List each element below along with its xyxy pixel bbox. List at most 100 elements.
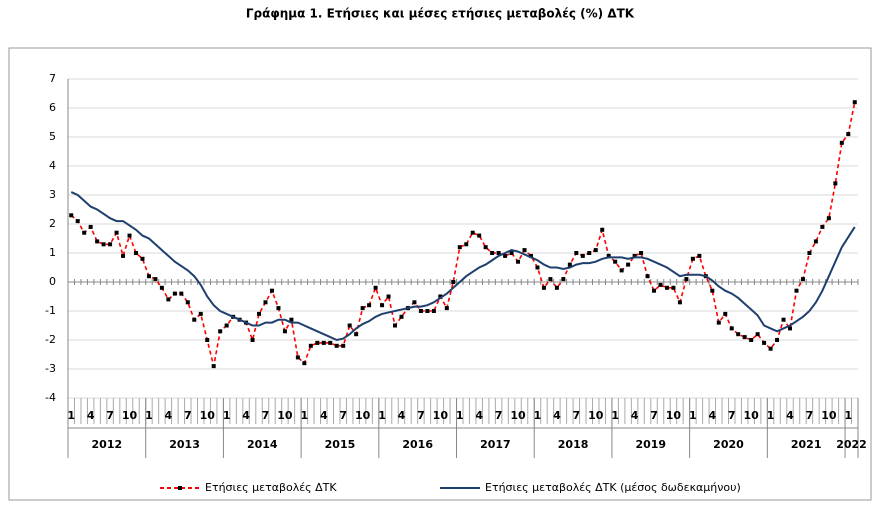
series-marker [218,329,223,334]
series-marker [645,274,650,279]
series-marker [146,274,151,279]
legend-marker [178,486,182,490]
x-tick-label: 1 [223,409,231,422]
series-marker [127,233,132,238]
series-marker [690,256,695,261]
x-tick-label: 10 [200,409,216,422]
series-marker [302,361,307,366]
x-tick-label: 1 [145,409,153,422]
series-marker [684,277,689,282]
series-marker [425,309,430,313]
y-tick-label: 7 [49,72,56,85]
series-marker [399,314,404,319]
x-tick-label: 4 [475,409,483,422]
series-marker [800,277,805,282]
series-marker [282,329,287,334]
year-label: 2015 [325,438,356,451]
series-marker [593,248,598,253]
series-marker [664,285,669,290]
series-marker [775,338,780,342]
series-marker [108,242,113,247]
series-marker [820,224,825,229]
series-marker [619,268,624,273]
series-marker [729,326,734,331]
year-label: 2014 [247,438,278,451]
series-marker [185,300,190,305]
x-tick-label: 4 [708,409,716,422]
chart-frame [8,47,872,501]
x-tick-label: 1 [767,409,775,422]
series-marker [710,288,715,293]
series-marker [263,300,268,305]
series-marker [172,291,177,296]
x-tick-label: 7 [728,409,736,422]
x-tick-label: 7 [262,409,270,422]
series-marker [334,343,339,348]
series-marker [606,253,611,258]
series-marker [373,285,378,290]
series-marker [762,340,767,345]
y-tick-label: 1 [49,246,56,259]
series-marker [95,239,100,244]
series-marker [69,213,74,218]
series-marker [438,294,443,299]
x-tick-label: 7 [806,409,814,422]
series-marker [308,343,313,348]
y-tick-label: 4 [49,159,56,172]
series-marker [541,285,546,290]
series-marker [205,338,210,342]
y-tick-label: 3 [49,188,56,201]
year-label: 2013 [169,438,200,451]
series-marker [846,132,851,137]
series-marker [295,355,300,360]
series-marker [451,280,456,284]
series-marker [477,233,482,238]
series-marker [658,282,663,287]
series-marker [852,100,857,105]
series-line [70,191,856,342]
x-tick-label: 7 [495,409,503,422]
series-marker [75,219,80,224]
series-marker [671,285,676,290]
series-marker [166,297,171,302]
y-tick-label: -2 [45,333,56,346]
series-marker [211,364,216,369]
year-label: 2020 [713,438,744,451]
series-marker [386,294,391,299]
series-marker [101,242,106,247]
series-marker [768,346,773,351]
series-marker [788,326,793,331]
series-marker [140,256,145,261]
series-marker [626,262,631,267]
y-tick-label: 2 [49,217,56,230]
series-marker [516,259,521,264]
x-tick-label: 1 [456,409,464,422]
series-marker [723,311,728,316]
series-marker [755,332,760,337]
x-tick-label: 10 [510,409,526,422]
year-label: 2022 [836,438,867,451]
x-tick-label: 10 [743,409,759,422]
series-marker [813,239,818,244]
series-marker [794,288,799,293]
y-tick-label: -3 [45,362,56,375]
legend-label: Ετήσιες μεταβολές ΔΤΚ [205,481,337,494]
series-marker [269,288,274,293]
series-marker [548,277,553,282]
y-tick-label: -1 [45,304,56,317]
year-label: 2019 [635,438,666,451]
series-marker [82,230,87,235]
series-marker [114,230,119,235]
series-marker [341,343,346,348]
series-marker [652,288,657,293]
series-marker [639,251,644,255]
series-marker [192,317,197,322]
series-marker [250,338,255,342]
series-marker [833,181,838,186]
series-marker [464,242,469,247]
series-marker [457,245,462,250]
series-marker [528,253,533,258]
x-tick-label: 1 [378,409,386,422]
series-marker [826,216,831,221]
series-marker [257,311,262,316]
